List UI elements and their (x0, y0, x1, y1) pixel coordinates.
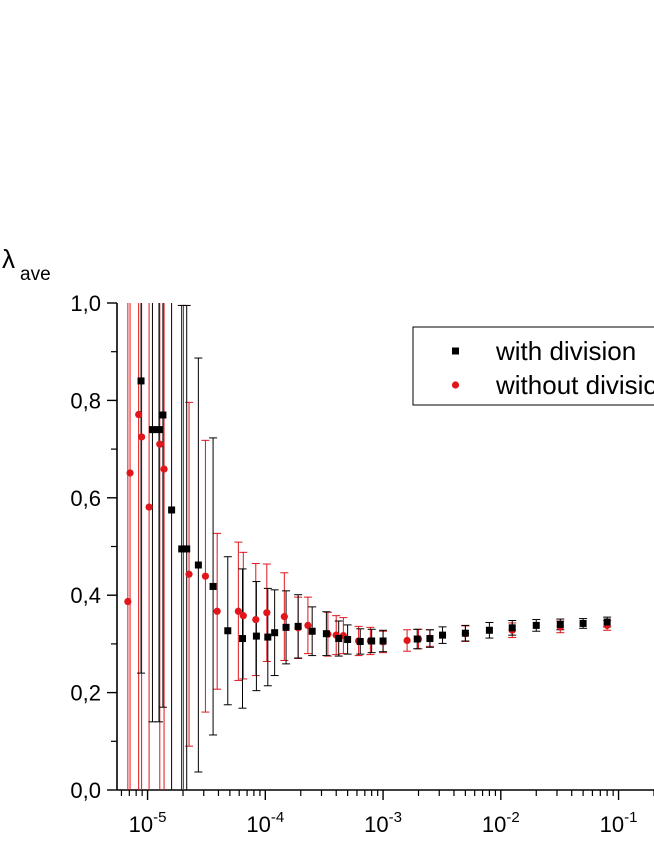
data-point-square (178, 545, 186, 553)
y-axis-label-subscript: ave (20, 264, 51, 285)
error-bar (154, 303, 163, 723)
data-point-square (335, 635, 343, 643)
data-point-square (556, 620, 564, 628)
y-tick-label: 0,8 (70, 388, 101, 413)
error-bar (158, 303, 167, 708)
data-point-circle (124, 597, 132, 606)
data-point-square (168, 506, 176, 514)
data-point-square (485, 626, 493, 634)
data-point-square (322, 630, 330, 638)
data-point-circle (138, 433, 146, 441)
data-point-square (308, 627, 316, 635)
y-tick-label: 0,4 (70, 583, 101, 608)
data-point-square (271, 629, 279, 637)
data-point-circle (156, 440, 164, 448)
data-point-circle (403, 636, 411, 645)
data-point-circle (135, 410, 143, 419)
data-point-square (238, 635, 246, 643)
data-point-square (426, 635, 434, 643)
y-tick-label: 1,0 (70, 291, 101, 316)
data-point-square (209, 582, 217, 590)
data-point-square (356, 637, 364, 645)
data-point-square (137, 377, 145, 385)
data-point-circle (201, 572, 210, 580)
y-tick-label: 0,2 (70, 681, 101, 706)
legend-marker-circle (451, 381, 460, 389)
data-point-square (532, 621, 540, 629)
y-axis-label-main: λ (2, 244, 15, 274)
data-point-square (294, 622, 302, 630)
data-point-square (461, 629, 469, 637)
x-tick-label: 10-2 (482, 809, 520, 837)
data-point-square (344, 636, 352, 644)
y-axis-label: λ ave (2, 244, 51, 285)
error-bar (137, 303, 146, 674)
error-bar (148, 303, 157, 723)
data-point-square (264, 633, 272, 641)
data-point-circle (304, 621, 312, 629)
data-point-square (413, 635, 421, 643)
data-point-square (252, 632, 260, 640)
data-point-square (368, 637, 376, 645)
data-point-square (183, 545, 191, 553)
data-point-circle (239, 612, 247, 620)
data-point-circle (234, 607, 242, 615)
data-point-square (579, 619, 587, 627)
legend: with division without division (412, 326, 654, 406)
y-tick-label: 0,6 (70, 486, 101, 511)
data-point-square (508, 624, 516, 632)
data-point-circle (160, 465, 168, 473)
data-point-square (155, 426, 163, 434)
x-tick-label: 10-5 (129, 809, 167, 837)
data-point-circle (263, 609, 271, 617)
data-point-square (159, 411, 167, 419)
data-points (124, 377, 611, 646)
axes: 0,0 0,2 0,4 0,6 0,8 1,0 10-5 10-4 10-3 10-2 10-1 (70, 291, 654, 837)
data-point-circle (145, 503, 153, 511)
legend-box (412, 326, 654, 406)
data-point-square (439, 631, 447, 639)
legend-label: with division (495, 336, 636, 366)
legend-label: without division (495, 370, 654, 400)
data-point-square (148, 426, 156, 434)
x-tick-label: 10-1 (600, 809, 638, 837)
data-point-square (224, 627, 232, 635)
data-point-square (194, 561, 202, 569)
data-point-circle (126, 469, 134, 477)
x-tick-label: 10-4 (246, 809, 284, 837)
data-point-circle (280, 613, 288, 621)
x-tick-label: 10-3 (364, 809, 402, 837)
data-point-circle (185, 570, 193, 578)
data-point-square (379, 637, 387, 645)
data-point-circle (213, 607, 221, 615)
legend-marker-square (452, 347, 459, 355)
data-point-square (603, 618, 611, 626)
data-point-square (282, 623, 290, 631)
y-tick-label: 0,0 (70, 778, 101, 803)
data-point-circle (252, 615, 260, 624)
